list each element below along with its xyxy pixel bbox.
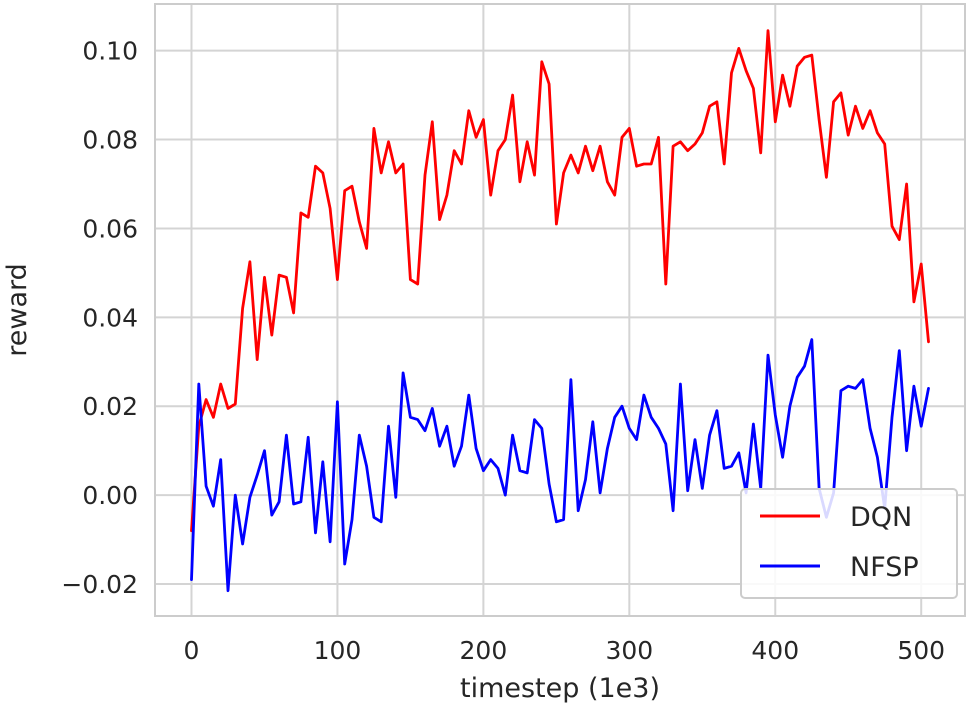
x-tick-label: 0 bbox=[184, 636, 200, 665]
y-tick-label: 0.04 bbox=[82, 303, 138, 332]
x-tick-label: 200 bbox=[460, 636, 508, 665]
y-tick-label: 0.08 bbox=[82, 126, 138, 155]
y-tick-label: 0.02 bbox=[82, 392, 138, 421]
legend-box bbox=[740, 488, 958, 599]
series-line-nfsp bbox=[190, 338, 930, 593]
y-ticks: −0.02 0.00 0.02 0.04 0.06 0.08 0.10 bbox=[61, 37, 138, 599]
legend: DQN NFSP bbox=[740, 488, 958, 599]
y-tick-label: 0.00 bbox=[82, 481, 138, 510]
x-tick-label: 500 bbox=[897, 636, 945, 665]
x-ticks: 0 100 200 300 400 500 bbox=[184, 636, 946, 665]
x-tick-label: 100 bbox=[314, 636, 362, 665]
y-tick-label: 0.10 bbox=[82, 37, 138, 66]
legend-label-nfsp: NFSP bbox=[850, 552, 919, 583]
y-tick-label: 0.06 bbox=[82, 214, 138, 243]
x-tick-label: 300 bbox=[605, 636, 653, 665]
x-axis-label: timestep (1e3) bbox=[460, 673, 660, 704]
x-tick-label: 400 bbox=[751, 636, 799, 665]
series-layer bbox=[190, 29, 930, 593]
y-tick-label: −0.02 bbox=[61, 570, 138, 599]
legend-label-dqn: DQN bbox=[850, 502, 912, 533]
plot-frame bbox=[154, 3, 966, 617]
y-axis-label: reward bbox=[2, 263, 33, 357]
series-line-dqn bbox=[190, 29, 930, 533]
grid bbox=[155, 4, 965, 616]
